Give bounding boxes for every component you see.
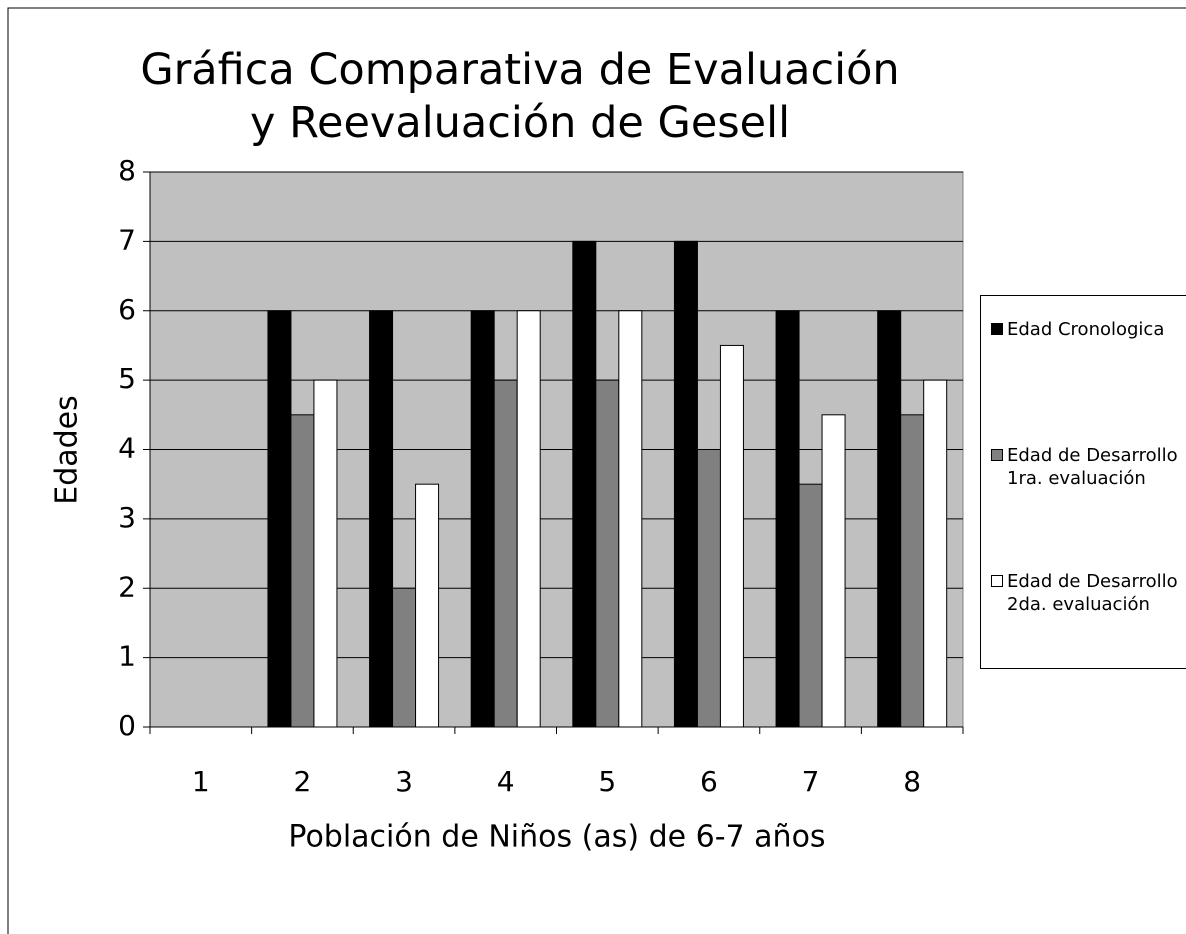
y-tick-label: 1 — [118, 640, 136, 673]
bar — [392, 587, 417, 728]
bar — [719, 344, 744, 728]
frame — [7, 7, 1186, 934]
y-axis-title: Edades — [50, 395, 85, 505]
bar — [696, 449, 721, 728]
chart-title: Gráfica Comparativa de Evaluación y Reev… — [140, 45, 900, 148]
x-tick-label: 8 — [903, 765, 921, 798]
y-tick-label: 8 — [118, 154, 136, 187]
y-tick-label: 2 — [118, 570, 136, 603]
bar — [775, 310, 800, 728]
bar — [595, 379, 620, 728]
y-tick-label: 5 — [118, 362, 136, 395]
legend-label: Edad de Desarrollo 2da. evaluación — [1007, 571, 1178, 615]
legend-swatch — [991, 575, 1003, 587]
y-tick-label: 4 — [118, 432, 136, 465]
bar — [900, 414, 925, 728]
bar — [923, 379, 948, 728]
legend: Edad Cronologica Edad de Desarrollo 1ra. … — [980, 295, 1186, 669]
bar — [369, 310, 394, 728]
legend-label: Edad de Desarrollo 1ra. evaluación — [1007, 445, 1178, 489]
y-tick-label: 6 — [118, 293, 136, 326]
bar — [470, 310, 495, 728]
y-tick-label: 7 — [118, 223, 136, 256]
bar — [673, 240, 698, 728]
x-tick-label: 3 — [395, 765, 413, 798]
legend-swatch — [991, 449, 1003, 461]
bar — [313, 379, 338, 728]
bar — [516, 310, 541, 728]
plot: 0 1 2 3 4 5 6 7 8 1 2 3 4 5 6 7 8 — [118, 154, 964, 798]
x-tick-label: 2 — [294, 765, 312, 798]
x-tick-label: 1 — [192, 765, 210, 798]
x-tick-label: 6 — [700, 765, 718, 798]
y-tick-label: 0 — [118, 709, 136, 742]
bar — [821, 414, 846, 728]
x-tick-label: 7 — [802, 765, 820, 798]
x-axis-title: Población de Niños (as) de 6-7 años — [288, 820, 825, 855]
bar — [877, 310, 902, 728]
bar — [290, 414, 315, 728]
bar — [267, 310, 292, 728]
x-tick-label: 4 — [497, 765, 515, 798]
bar — [798, 483, 823, 728]
legend-label: Edad Cronologica — [1007, 319, 1165, 340]
y-tick-label: 3 — [118, 501, 136, 534]
bar — [618, 310, 643, 728]
bar — [415, 483, 440, 728]
x-tick-label: 5 — [598, 765, 616, 798]
bar — [493, 379, 518, 728]
legend-swatch — [991, 323, 1003, 335]
bar — [572, 240, 597, 728]
